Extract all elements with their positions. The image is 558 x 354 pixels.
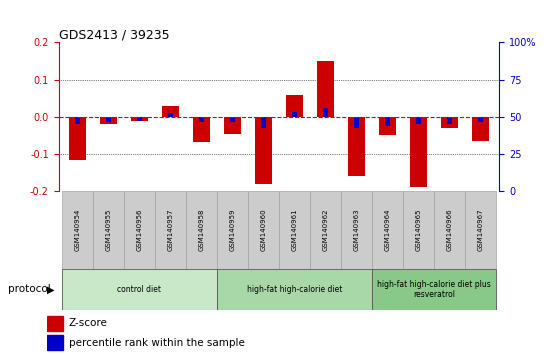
Bar <box>261 117 266 128</box>
Text: GSM140962: GSM140962 <box>323 209 329 251</box>
Text: control diet: control diet <box>117 285 161 294</box>
Bar <box>372 191 403 269</box>
Bar <box>478 117 483 122</box>
Bar <box>248 191 279 269</box>
Bar <box>224 117 241 133</box>
Text: GSM140965: GSM140965 <box>416 209 422 251</box>
Bar <box>379 117 396 135</box>
Text: ▶: ▶ <box>47 284 55 295</box>
Bar <box>193 117 210 142</box>
Text: GSM140961: GSM140961 <box>291 209 297 251</box>
Bar <box>75 117 80 124</box>
Bar <box>47 336 62 350</box>
Bar <box>323 108 328 117</box>
Bar <box>100 117 117 124</box>
Bar <box>341 191 372 269</box>
Text: protocol: protocol <box>8 284 51 295</box>
Bar <box>62 191 93 269</box>
Bar <box>385 117 390 126</box>
Text: GSM140967: GSM140967 <box>478 209 484 251</box>
Text: GSM140966: GSM140966 <box>447 209 453 251</box>
Bar <box>131 117 148 121</box>
Text: Z-score: Z-score <box>69 318 108 329</box>
Bar <box>372 269 496 310</box>
Bar <box>69 117 86 160</box>
Bar <box>279 191 310 269</box>
Bar <box>47 316 62 331</box>
Text: GDS2413 / 39235: GDS2413 / 39235 <box>59 28 169 41</box>
Bar <box>255 117 272 184</box>
Bar <box>217 191 248 269</box>
Bar <box>465 191 496 269</box>
Text: percentile rank within the sample: percentile rank within the sample <box>69 338 245 348</box>
Bar <box>310 191 341 269</box>
Bar <box>162 105 179 117</box>
Text: GSM140959: GSM140959 <box>229 209 235 251</box>
Bar <box>403 191 434 269</box>
Bar <box>137 117 142 120</box>
Text: GSM140963: GSM140963 <box>354 209 359 251</box>
Bar <box>186 191 217 269</box>
Bar <box>199 117 204 122</box>
Bar <box>317 61 334 117</box>
Bar <box>434 191 465 269</box>
Text: GSM140957: GSM140957 <box>167 209 174 251</box>
Text: GSM140960: GSM140960 <box>261 209 267 251</box>
Bar <box>447 117 453 124</box>
Text: GSM140964: GSM140964 <box>384 209 391 251</box>
Bar <box>292 112 297 117</box>
Bar <box>217 269 372 310</box>
Text: GSM140958: GSM140958 <box>199 209 204 251</box>
Text: high-fat high-calorie diet: high-fat high-calorie diet <box>247 285 342 294</box>
Bar <box>354 117 359 128</box>
Bar <box>416 117 421 124</box>
Text: GSM140954: GSM140954 <box>74 209 80 251</box>
Bar <box>62 269 217 310</box>
Bar <box>410 117 427 188</box>
Text: GSM140956: GSM140956 <box>136 209 142 251</box>
Text: high-fat high-calorie diet plus
resveratrol: high-fat high-calorie diet plus resverat… <box>377 280 491 299</box>
Bar <box>230 117 235 122</box>
Bar <box>348 117 365 176</box>
Bar <box>124 191 155 269</box>
Bar <box>472 117 489 141</box>
Bar <box>168 113 173 117</box>
Text: GSM140955: GSM140955 <box>105 209 111 251</box>
Bar <box>105 117 111 122</box>
Bar <box>286 95 303 117</box>
Bar <box>441 117 458 128</box>
Bar <box>155 191 186 269</box>
Bar <box>93 191 124 269</box>
